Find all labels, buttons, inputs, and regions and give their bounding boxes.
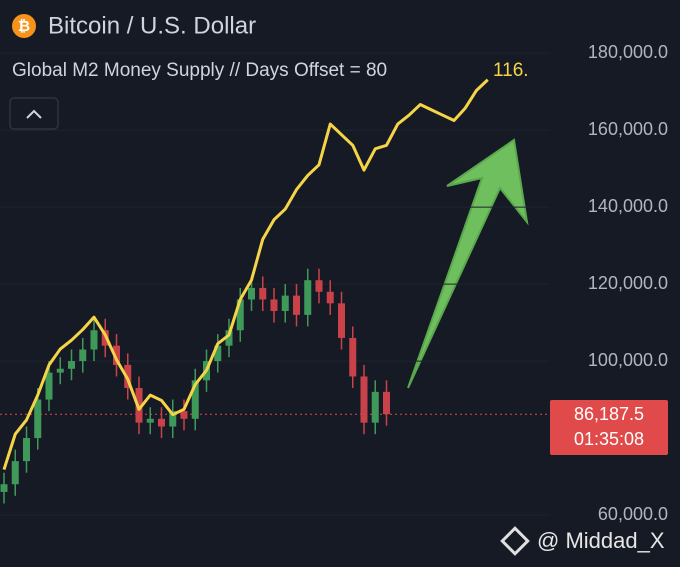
last-price-label: 86,187.5 [574,404,644,424]
coin-icon-glyph: ₿ [18,18,30,35]
candle-body [315,280,323,292]
candle-body [68,361,75,369]
candle-body [214,345,222,362]
candle-body [23,438,30,462]
candle-body [0,484,8,492]
candle-body [191,380,199,419]
watermark-logo [500,526,530,556]
y-tick-label: 160,000.0 [588,119,668,139]
coin-icon [12,14,36,38]
candle-body [113,345,120,365]
candle-body [326,291,334,304]
arrow-annotation [407,138,529,389]
y-tick-label: 100,000.0 [588,350,668,370]
price-tag [550,400,668,455]
countdown: 01:35:08 [574,429,644,449]
candle-body [259,287,267,300]
y-tick-label: 140,000.0 [588,196,668,216]
y-tick-label: 60,000.0 [598,504,668,524]
candle-body [90,330,98,350]
indicator-label: Global M2 Money Supply // Days Offset = … [12,60,387,81]
candle-body [383,391,390,415]
plot [0,52,550,516]
candle-body [304,280,312,315]
candle-body [293,295,300,315]
candle-body [34,399,42,439]
candle-body [146,418,154,423]
candle-body [248,287,255,300]
candle-body [79,349,87,362]
y-tick-label: 180,000.0 [588,42,668,62]
candle-body [56,368,64,373]
candle-body [371,391,379,423]
candle-body [158,418,165,427]
collapse-button[interactable] [9,97,59,130]
m2-line [2,78,489,471]
candle-body [11,461,19,485]
watermark: @ Middad_X [537,528,665,553]
y-tick-label: 120,000.0 [588,273,668,293]
indicator-value: 116. [493,60,529,81]
candle-body [270,299,278,312]
candle-body [281,295,289,312]
candle-body [45,372,53,400]
chart-title: Bitcoin / U.S. Dollar [48,12,256,39]
candle-body [360,376,368,423]
logo-shape [500,526,530,556]
candle-body [236,299,244,331]
candle-body [169,411,177,427]
candle-body [180,411,188,419]
candle-body [349,337,357,377]
candle-body [338,303,345,338]
chevron-icon [26,109,42,119]
candle-body [225,330,233,346]
